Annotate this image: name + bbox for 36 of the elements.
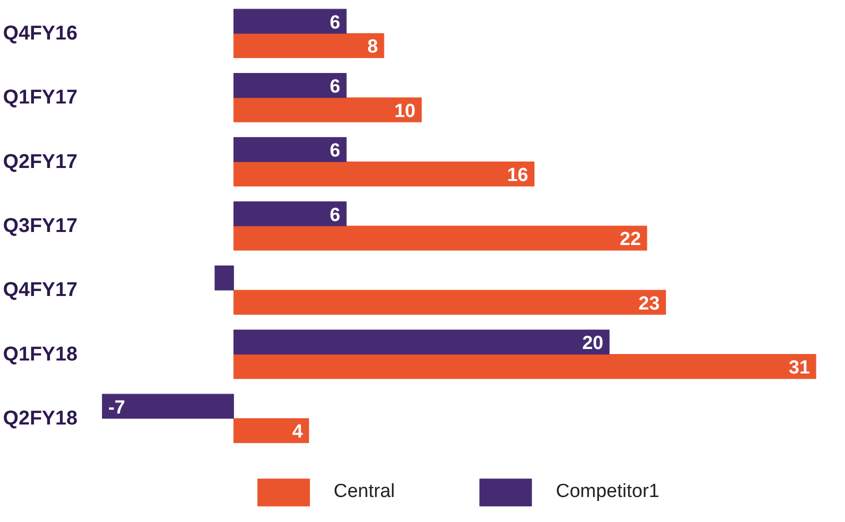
bar bbox=[233, 290, 666, 315]
bar bbox=[233, 137, 347, 162]
bar bbox=[233, 201, 347, 226]
bar bbox=[233, 97, 422, 122]
data-label: 16 bbox=[507, 164, 528, 186]
y-tick-label: Q1FY17 bbox=[3, 86, 78, 109]
bar bbox=[233, 33, 384, 58]
bar bbox=[102, 394, 234, 419]
y-tick-label: Q1FY18 bbox=[3, 343, 78, 366]
data-label: 6 bbox=[330, 12, 340, 34]
bar bbox=[233, 418, 310, 444]
data-label: 4 bbox=[292, 422, 304, 443]
bar bbox=[233, 354, 816, 379]
data-label: 10 bbox=[394, 100, 416, 122]
y-tick-label: Q4FY16 bbox=[3, 22, 78, 44]
bar bbox=[233, 162, 534, 186]
y-tick-label: Q3FY17 bbox=[3, 214, 78, 237]
data-label: 23 bbox=[638, 293, 660, 314]
bar bbox=[214, 265, 234, 290]
data-label: 6 bbox=[330, 76, 340, 98]
y-tick-label: Q2FY17 bbox=[3, 150, 78, 173]
data-label: -7 bbox=[108, 397, 126, 418]
y-tick-label: Q2FY18 bbox=[3, 407, 78, 430]
legend-label: Competitor1 bbox=[556, 481, 660, 503]
bar bbox=[233, 226, 648, 251]
data-label: 6 bbox=[330, 140, 340, 162]
data-label: 31 bbox=[788, 357, 810, 378]
data-label: 22 bbox=[620, 229, 641, 250]
legend-label: Central bbox=[334, 481, 395, 503]
bar bbox=[233, 8, 347, 34]
data-label: 20 bbox=[582, 333, 604, 354]
bar bbox=[233, 330, 610, 355]
bar bbox=[233, 72, 347, 98]
data-label: 6 bbox=[330, 204, 340, 226]
data-label: 8 bbox=[367, 36, 378, 58]
y-tick-label: Q4FY17 bbox=[3, 279, 78, 302]
